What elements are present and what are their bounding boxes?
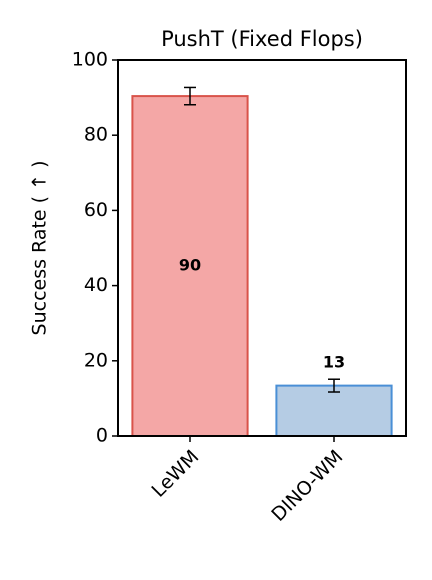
- y-tick-label: 80: [84, 124, 108, 146]
- y-tick-label: 0: [96, 425, 108, 447]
- y-tick-label: 60: [84, 199, 108, 221]
- bar: [275, 384, 393, 437]
- y-tick-label: 40: [84, 274, 108, 296]
- x-tick-label: DINO-WM: [267, 446, 347, 526]
- y-tick-label: 100: [72, 49, 108, 71]
- error-bar: [184, 86, 196, 106]
- data-label: 13: [323, 353, 345, 372]
- y-tick-label: 20: [84, 349, 108, 371]
- error-bar: [328, 378, 340, 393]
- chart-title: PushT (Fixed Flops): [161, 27, 363, 51]
- x-tick-label: LeWM: [147, 446, 203, 502]
- y-axis-label: Success Rate ( ↑ ): [29, 161, 51, 336]
- plot-frame: [117, 59, 407, 437]
- data-label: 90: [179, 256, 201, 275]
